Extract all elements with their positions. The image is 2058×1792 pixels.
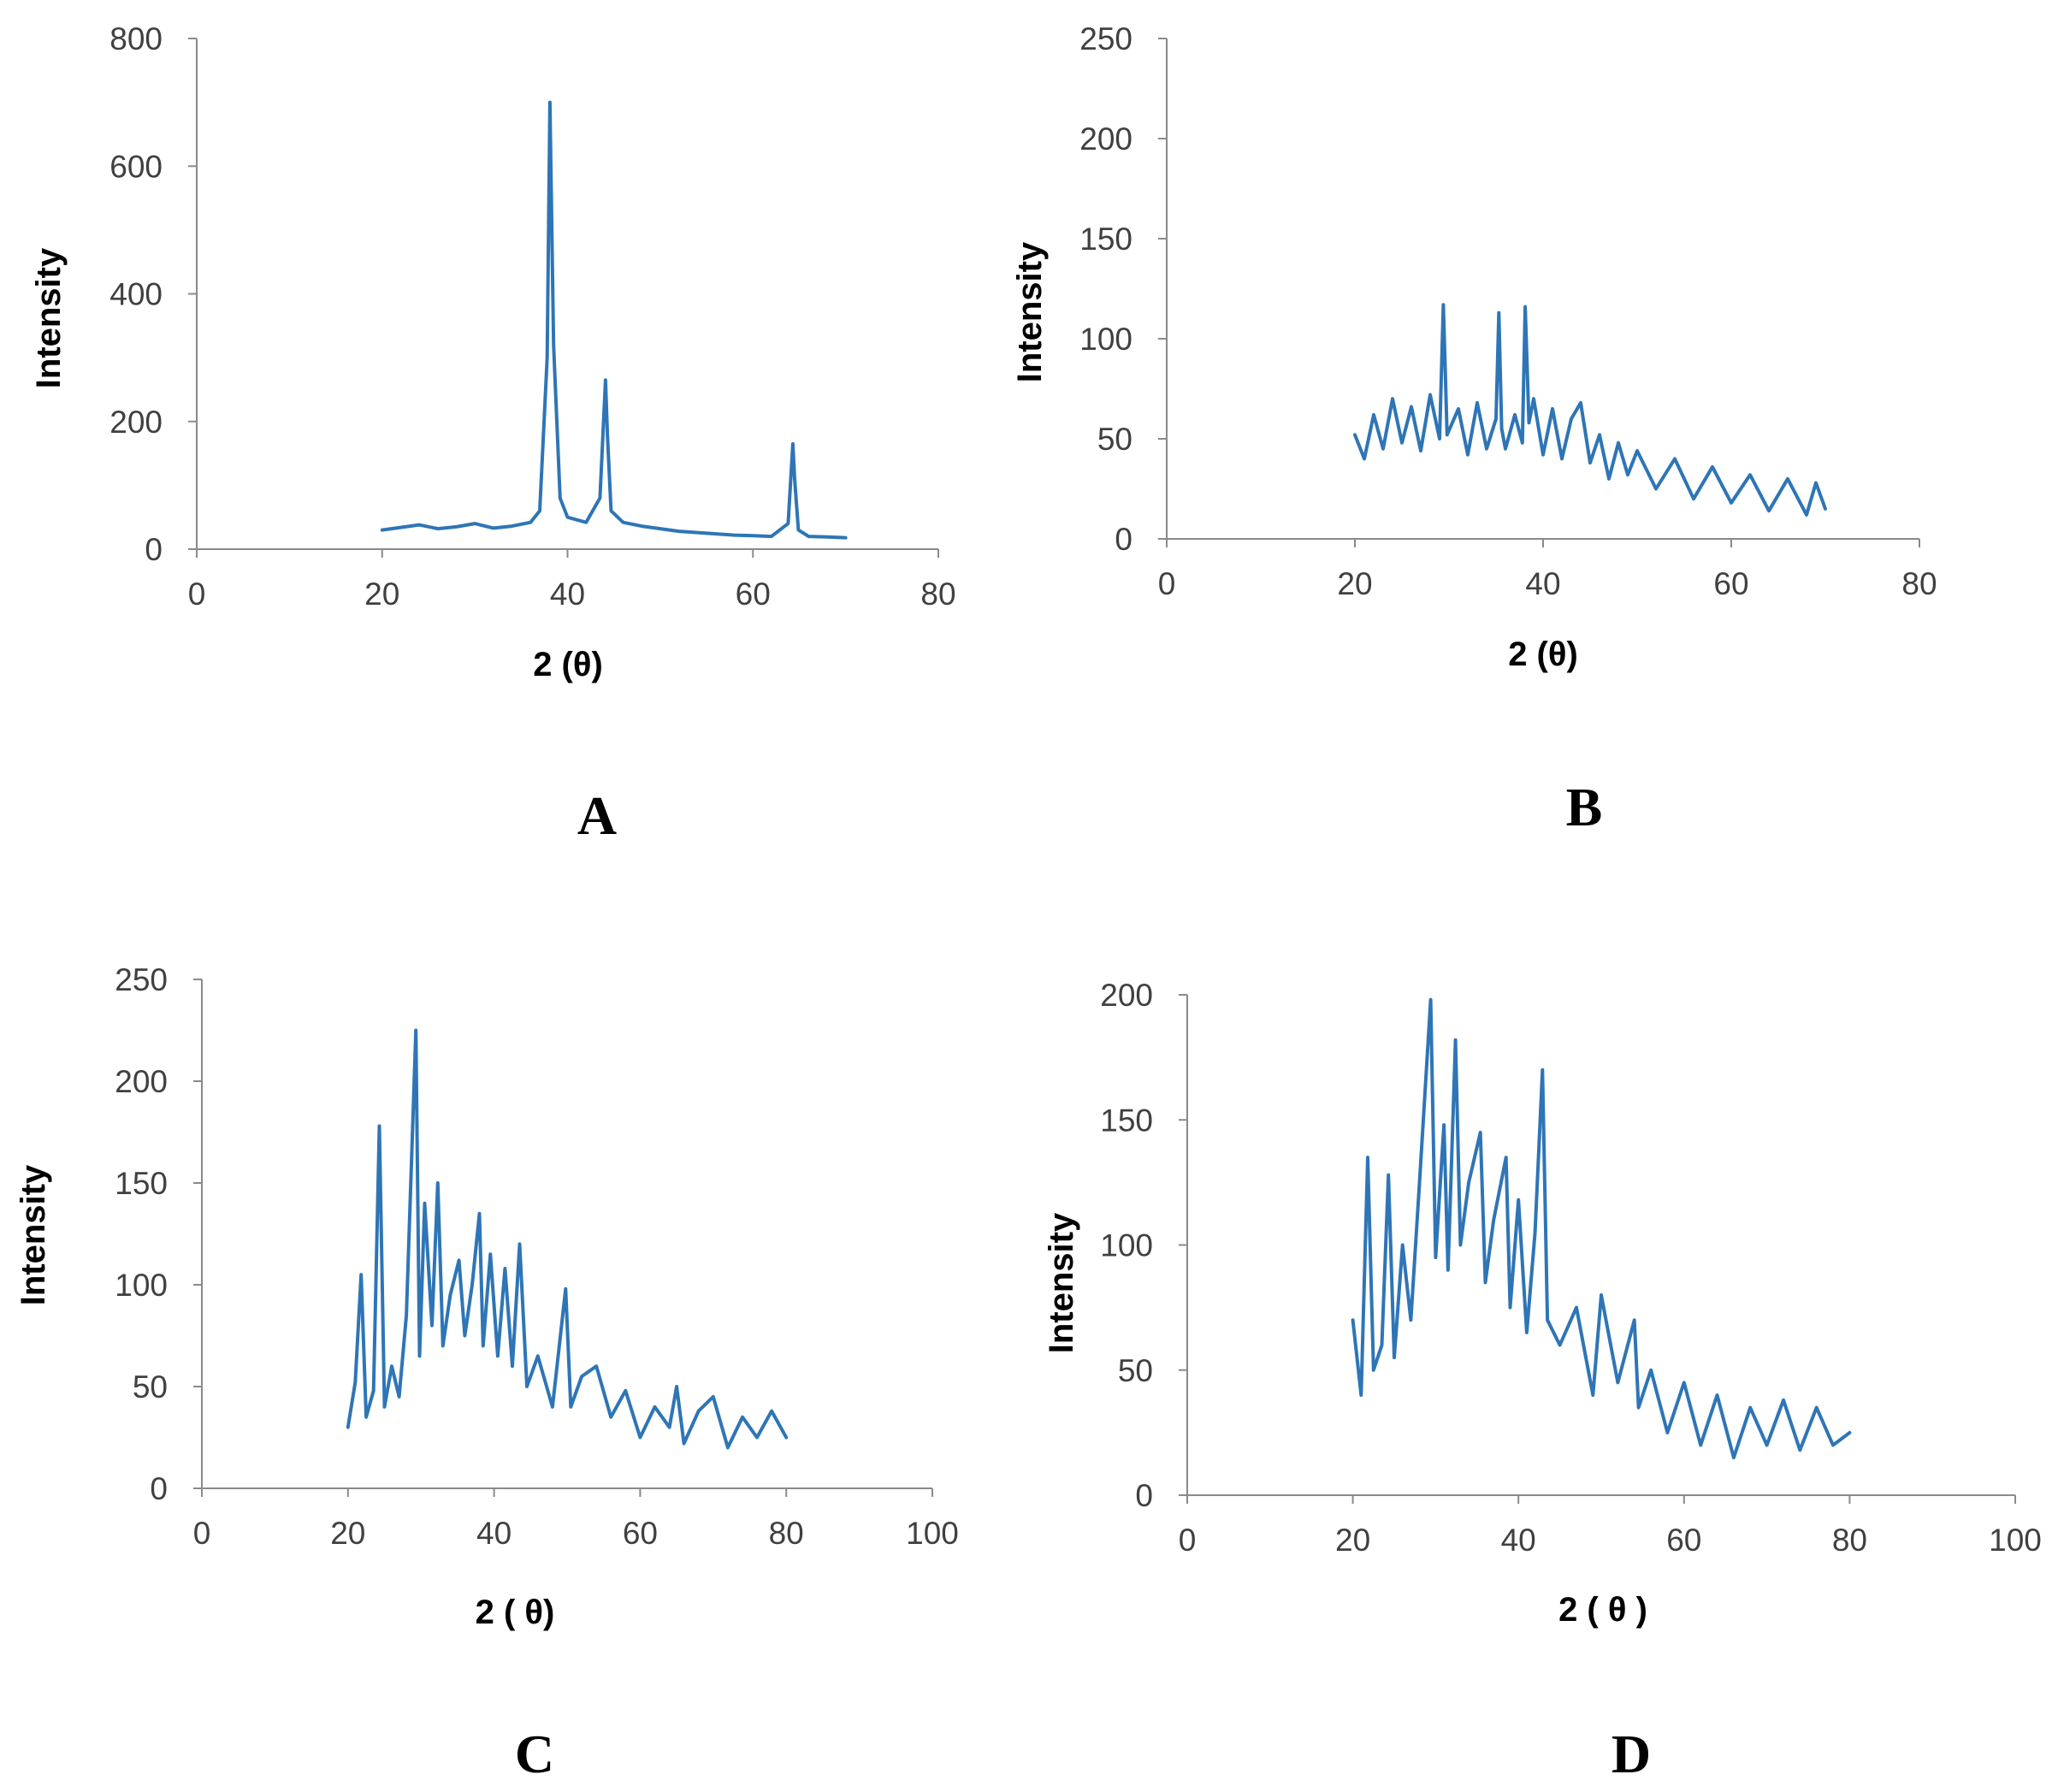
x-tick-label: 80 [769,1516,804,1551]
y-tick-label: 150 [1100,1103,1153,1138]
y-axis-title-a: Intensity [30,247,68,388]
x-tick-label: 60 [736,577,771,612]
y-tick-label: 600 [109,149,163,184]
series-line-d-0 [1351,997,1852,1460]
x-tick-label: 100 [906,1516,959,1551]
y-tick-label: 100 [1100,1228,1153,1263]
axes-a: 0 200 400 600 800 0 20 40 60 80 [109,21,955,612]
panel-label-b: B [1566,777,1603,837]
x-tick-label: 60 [623,1516,658,1551]
x-tick-label: 100 [1989,1523,2042,1558]
y-tick-label: 200 [109,405,163,440]
y-axis-title-b: Intensity [1011,241,1049,382]
y-tick-label: 200 [115,1064,168,1099]
series-group-a [380,100,848,540]
y-tick-label: 0 [145,532,163,567]
series-line-c-0 [346,1028,789,1450]
y-tick-label: 150 [1079,222,1132,257]
axes-d: 0 50 100 150 200 0 20 40 60 80 100 [1100,978,2042,1558]
y-axis-title-d: Intensity [1043,1212,1080,1353]
x-tick-label: 20 [1337,566,1372,601]
x-tick-label: 0 [1158,566,1176,601]
y-tick-label: 0 [1115,522,1132,557]
x-axis-title-d: 2 ( θ ) [1558,1591,1647,1629]
y-tick-label: 800 [109,21,163,56]
chart-panel-c: 0 50 100 150 200 250 0 20 40 60 80 100 Intensity 2 … [15,962,959,1784]
x-tick-label: 80 [1901,566,1937,601]
series-line-a-0 [380,100,848,540]
chart-panel-b: 0 50 100 150 200 250 0 20 40 60 80 Intensity 2 (θ)… [1011,21,1937,837]
series-line-b-0 [1353,303,1827,517]
y-tick-label: 0 [150,1471,168,1506]
x-tick-label: 0 [188,577,206,612]
y-axis-title-c: Intensity [15,1164,52,1305]
x-tick-label: 80 [1832,1523,1867,1558]
axes-b: 0 50 100 150 200 250 0 20 40 60 80 [1079,21,1937,601]
x-tick-label: 40 [1501,1523,1536,1558]
y-tick-label: 50 [1118,1353,1153,1388]
y-tick-label: 400 [109,277,163,312]
x-tick-label: 40 [1525,566,1560,601]
x-tick-label: 20 [1335,1523,1370,1558]
panel-label-d: D [1612,1724,1651,1784]
y-tick-label: 250 [115,962,168,997]
x-tick-label: 60 [1713,566,1748,601]
x-tick-label: 80 [920,577,955,612]
chart-panel-d: 0 50 100 150 200 0 20 40 60 80 100 Intensity 2 ( θ… [1043,978,2042,1784]
series-group-c [346,1028,789,1450]
y-tick-label: 200 [1079,121,1132,157]
x-tick-label: 40 [550,577,585,612]
y-tick-label: 100 [115,1268,168,1303]
y-tick-label: 250 [1079,21,1132,56]
y-tick-label: 150 [115,1166,168,1201]
series-group-d [1351,997,1852,1460]
x-tick-label: 20 [330,1516,365,1551]
y-tick-label: 50 [1097,422,1132,457]
x-axis-title-c: 2 ( θ) [476,1594,555,1631]
y-tick-label: 100 [1079,322,1132,357]
panel-label-a: A [577,785,617,846]
panel-label-c: C [515,1724,554,1784]
y-tick-label: 50 [133,1369,168,1405]
x-tick-label: 40 [476,1516,512,1551]
chart-panel-a: 0 200 400 600 800 0 20 40 60 80 Intensity 2 (θ) A [30,21,956,846]
x-tick-label: 0 [193,1516,211,1551]
x-axis-title-b: 2 (θ) [1508,636,1578,673]
y-tick-label: 200 [1100,978,1153,1013]
axes-c: 0 50 100 150 200 250 0 20 40 60 80 100 [115,962,959,1551]
y-tick-label: 0 [1135,1478,1153,1513]
x-tick-label: 0 [1179,1523,1197,1558]
series-group-b [1353,303,1827,517]
x-tick-label: 60 [1666,1523,1701,1558]
x-axis-title-a: 2 (θ) [533,646,603,683]
x-tick-label: 20 [364,577,399,612]
